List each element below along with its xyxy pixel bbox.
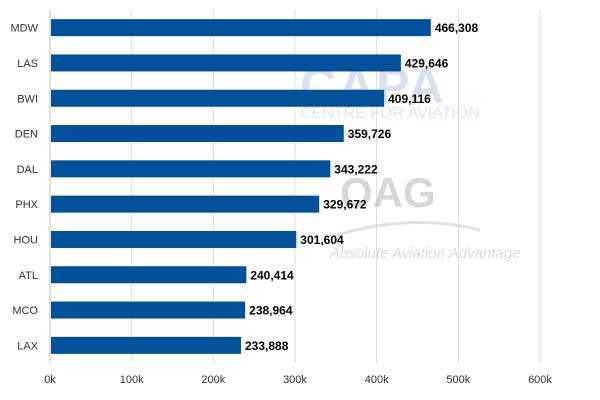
bar-bwi[interactable] bbox=[51, 89, 385, 107]
y-tick-label: BWI bbox=[17, 93, 38, 105]
data-label: 240,414 bbox=[250, 268, 294, 282]
bar-phx[interactable] bbox=[51, 195, 320, 213]
x-axis-labels: 0k 100k 200k 300k 400k 500k 600k bbox=[44, 374, 552, 386]
oag-tagline: Absolute Aviation Advantage bbox=[329, 245, 520, 262]
x-tick-label: 600k bbox=[528, 374, 552, 386]
y-tick-label: DEN bbox=[15, 129, 38, 141]
data-label: 233,888 bbox=[245, 339, 289, 353]
data-label: 238,964 bbox=[249, 304, 293, 318]
x-tick-label: 200k bbox=[201, 374, 225, 386]
x-tick-label: 0k bbox=[44, 374, 56, 386]
bar-lax[interactable] bbox=[51, 336, 242, 354]
x-tick-label: 300k bbox=[283, 374, 307, 386]
capa-tagline: CENTRE FOR AVIATION bbox=[300, 105, 480, 122]
bar-atl[interactable] bbox=[51, 266, 247, 284]
watermark: CAPA CENTRE FOR AVIATION OAG Absolute Av… bbox=[300, 58, 520, 262]
y-axis-labels: MDW LAS BWI DEN DAL PHX HOU ATL MCO LAX bbox=[11, 23, 39, 353]
x-tick-label: 500k bbox=[446, 374, 470, 386]
data-label: 429,646 bbox=[405, 56, 449, 70]
bar-las[interactable] bbox=[51, 54, 401, 72]
data-label: 301,604 bbox=[300, 233, 344, 247]
y-tick-label: HOU bbox=[14, 234, 39, 246]
data-label: 329,672 bbox=[323, 198, 367, 212]
y-tick-label: PHX bbox=[15, 199, 38, 211]
bar-hou[interactable] bbox=[51, 230, 297, 248]
data-label: 466,308 bbox=[435, 21, 479, 35]
y-tick-label: MDW bbox=[11, 23, 39, 35]
y-tick-label: MCO bbox=[12, 305, 38, 317]
data-label: 343,222 bbox=[334, 162, 378, 176]
bar-mdw[interactable] bbox=[51, 19, 431, 37]
y-tick-label: LAS bbox=[17, 58, 38, 70]
bar-dal[interactable] bbox=[51, 160, 331, 178]
x-tick-label: 400k bbox=[365, 374, 389, 386]
data-label: 359,726 bbox=[348, 127, 392, 141]
y-tick-label: DAL bbox=[17, 164, 38, 176]
oag-swoosh bbox=[329, 221, 481, 239]
y-tick-label: ATL bbox=[19, 270, 38, 282]
bar-mco[interactable] bbox=[51, 301, 246, 319]
y-tick-label: LAX bbox=[17, 340, 38, 352]
oag-logo: OAG bbox=[340, 169, 436, 216]
bar-den[interactable] bbox=[51, 125, 344, 143]
bars-layer: 466,308 429,646 409,116 359,726 343,222 329,6… bbox=[51, 19, 479, 354]
x-tick-label: 100k bbox=[120, 374, 144, 386]
data-label: 409,116 bbox=[388, 92, 431, 106]
